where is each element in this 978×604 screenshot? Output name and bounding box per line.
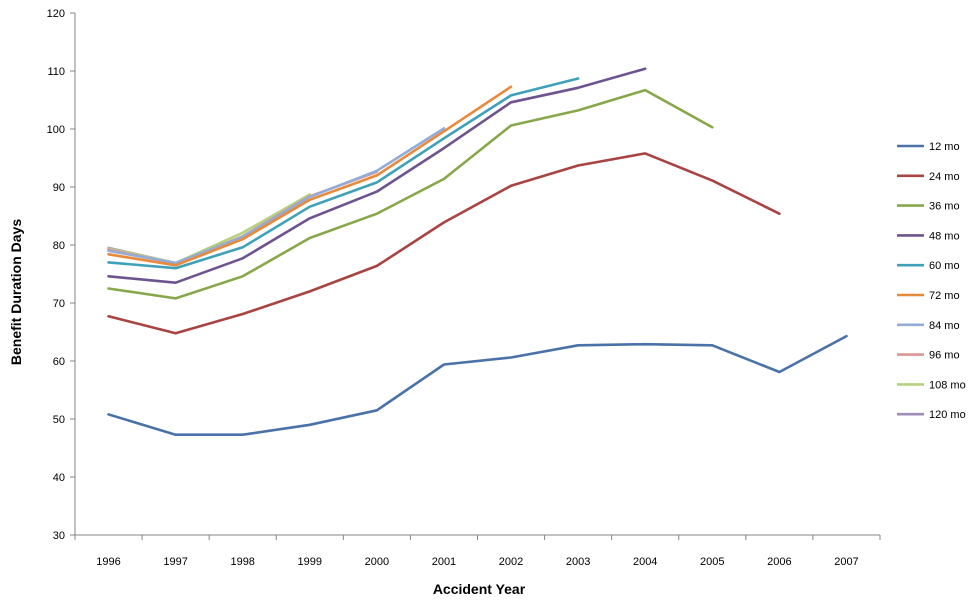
legend-label-48-mo: 48 mo xyxy=(929,230,960,242)
y-axis-ticks: 30 40 50 60 70 80 90 100 110 120 xyxy=(47,8,75,542)
x-tick-label: 2001 xyxy=(432,556,456,568)
x-axis-title: Accident Year xyxy=(433,581,526,597)
y-tick-label: 120 xyxy=(47,8,65,20)
y-tick-label: 100 xyxy=(47,124,65,136)
series-line-60-mo xyxy=(107,77,580,270)
x-tick-label: 1999 xyxy=(298,556,322,568)
y-tick-label: 90 xyxy=(53,182,65,194)
legend: 12 mo 24 mo 36 mo 48 mo 60 mo 72 mo 84 mo 96 mo… xyxy=(897,141,966,421)
x-tick-label: 2002 xyxy=(499,556,523,568)
y-tick-label: 60 xyxy=(53,356,65,368)
y-tick-label: 110 xyxy=(47,66,65,78)
y-tick-label: 50 xyxy=(53,414,65,426)
x-axis-ticks: 1996 1997 1998 1999 2000 2001 2002 2003 2004 2005… xyxy=(74,535,881,568)
series-line-48-mo xyxy=(107,67,647,285)
x-tick-label: 2007 xyxy=(834,556,858,568)
series-line-36-mo xyxy=(107,88,714,300)
y-tick-label: 80 xyxy=(53,240,65,252)
series-line-12-mo xyxy=(107,334,848,437)
y-tick-label: 30 xyxy=(53,530,65,542)
x-tick-label: 2000 xyxy=(365,556,389,568)
series-line-84-mo xyxy=(107,127,446,265)
legend-label-96-mo: 96 mo xyxy=(929,350,960,362)
legend-label-60-mo: 60 mo xyxy=(929,260,960,272)
legend-label-36-mo: 36 mo xyxy=(929,201,960,213)
x-tick-label: 2004 xyxy=(633,556,657,568)
series-line-72-mo xyxy=(107,85,513,267)
y-tick-label: 70 xyxy=(53,298,65,310)
legend-label-72-mo: 72 mo xyxy=(929,290,960,302)
x-tick-label: 1996 xyxy=(96,556,120,568)
legend-label-12-mo: 12 mo xyxy=(929,141,960,153)
x-tick-label: 2006 xyxy=(767,556,791,568)
x-tick-label: 1998 xyxy=(230,556,254,568)
legend-label-24-mo: 24 mo xyxy=(929,171,960,183)
y-axis-title: Benefit Duration Days xyxy=(8,219,24,365)
legend-label-108-mo: 108 mo xyxy=(929,379,966,391)
x-tick-label: 2005 xyxy=(700,556,724,568)
legend-label-120-mo: 120 mo xyxy=(929,409,966,421)
x-tick-label: 1997 xyxy=(163,556,187,568)
series-line-24-mo xyxy=(107,152,781,335)
legend-label-84-mo: 84 mo xyxy=(929,320,960,332)
y-tick-label: 40 xyxy=(53,472,65,484)
series-lines xyxy=(107,67,848,437)
x-tick-label: 2003 xyxy=(566,556,590,568)
